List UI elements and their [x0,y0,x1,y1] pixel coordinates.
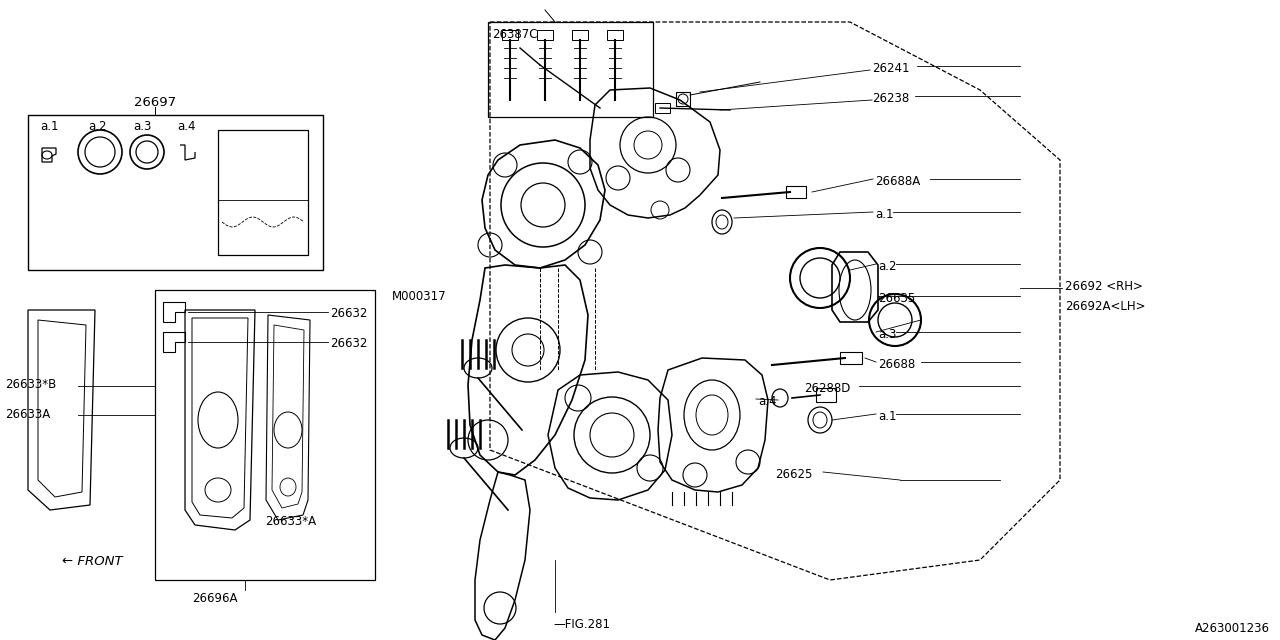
Text: a.3: a.3 [878,328,896,341]
Bar [655,103,669,113]
Text: 26632: 26632 [330,307,367,320]
Bar [572,30,588,40]
Text: 26625: 26625 [774,468,813,481]
Bar [155,290,375,580]
Text: 26288D: 26288D [804,382,850,395]
Text: ← FRONT: ← FRONT [61,555,123,568]
Text: a.4: a.4 [177,120,196,133]
Bar [840,352,861,364]
Text: 26633*B: 26633*B [5,378,56,391]
Text: a.1: a.1 [878,410,896,423]
Bar [676,92,690,106]
Text: a.1: a.1 [876,208,893,221]
Bar [488,22,653,117]
Bar [218,130,308,255]
Text: 26635: 26635 [878,292,915,305]
Text: 26632: 26632 [330,337,367,350]
Text: 26696A: 26696A [192,592,238,605]
Text: 26697: 26697 [134,96,177,109]
Text: A263001236: A263001236 [1196,622,1270,635]
Bar [538,30,553,40]
Text: a.2: a.2 [88,120,106,133]
Text: 26688A: 26688A [876,175,920,188]
Text: —FIG.281: —FIG.281 [553,618,611,631]
Text: 26688: 26688 [878,358,915,371]
Text: 26387C: 26387C [492,28,538,41]
Text: 26633A: 26633A [5,408,50,421]
Text: a.4: a.4 [758,395,777,408]
Text: 26633*A: 26633*A [265,515,316,528]
Text: M000317: M000317 [392,290,447,303]
Bar [502,30,518,40]
Text: a.1: a.1 [40,120,59,133]
Bar [786,186,806,198]
Text: a.3: a.3 [133,120,151,133]
Bar [28,115,323,270]
Text: a.2: a.2 [878,260,896,273]
Text: 26241: 26241 [872,62,910,75]
Text: 26692A<LH>: 26692A<LH> [1065,300,1146,313]
Text: 26238: 26238 [872,92,909,105]
Text: 26692 <RH>: 26692 <RH> [1065,280,1143,293]
Bar [817,388,836,402]
Bar [607,30,623,40]
